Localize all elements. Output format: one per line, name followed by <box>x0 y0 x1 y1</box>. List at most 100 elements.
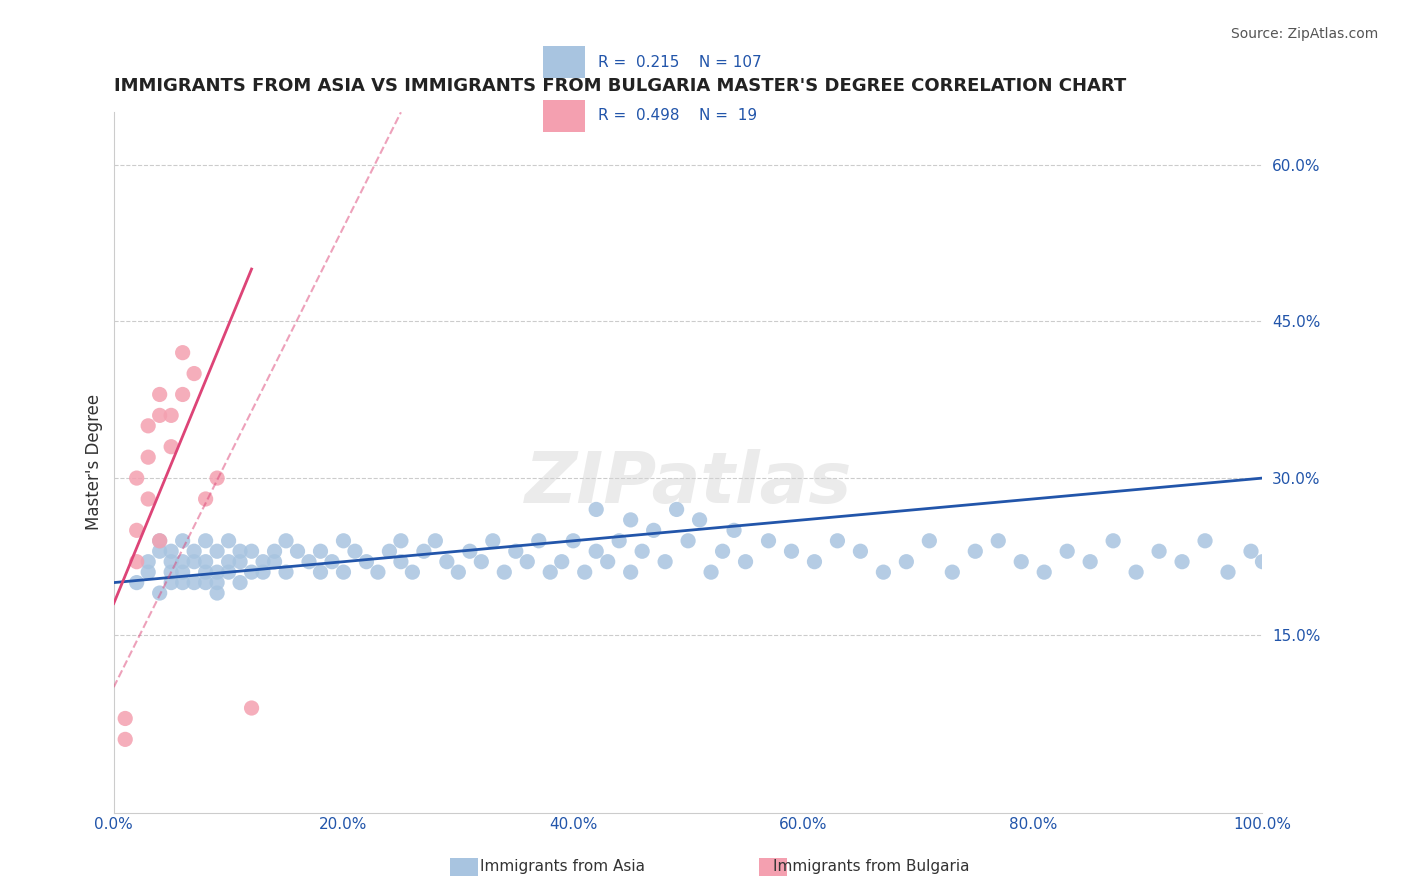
Point <box>252 555 274 569</box>
Point <box>274 565 297 579</box>
Point <box>562 533 585 548</box>
Point <box>389 555 412 569</box>
Point <box>160 565 183 579</box>
Point <box>149 533 172 548</box>
Point <box>136 565 159 579</box>
Point <box>896 555 918 569</box>
Point <box>309 544 332 558</box>
Point <box>298 555 321 569</box>
Point <box>160 555 183 569</box>
Point <box>240 701 263 715</box>
Point <box>620 513 643 527</box>
Point <box>229 575 252 590</box>
Point <box>218 555 240 569</box>
Point <box>389 533 412 548</box>
Point <box>160 575 183 590</box>
Point <box>332 565 354 579</box>
FancyBboxPatch shape <box>543 46 585 78</box>
Point <box>218 565 240 579</box>
Point <box>183 575 205 590</box>
Point <box>1147 544 1170 558</box>
Point <box>136 491 159 506</box>
Point <box>941 565 963 579</box>
Point <box>194 575 217 590</box>
Point <box>1251 555 1274 569</box>
Point <box>263 544 285 558</box>
Point <box>183 544 205 558</box>
Point <box>700 565 723 579</box>
Point <box>125 524 148 538</box>
Point <box>516 555 538 569</box>
Point <box>538 565 561 579</box>
Point <box>229 555 252 569</box>
Point <box>987 533 1010 548</box>
Point <box>240 565 263 579</box>
Point <box>194 565 217 579</box>
Point <box>827 533 849 548</box>
Point <box>401 565 423 579</box>
Point <box>965 544 987 558</box>
Point <box>194 533 217 548</box>
Point <box>918 533 941 548</box>
Point <box>447 565 470 579</box>
Point <box>551 555 574 569</box>
Point <box>574 565 596 579</box>
Text: ZIPatlas: ZIPatlas <box>524 449 852 518</box>
Point <box>172 387 194 401</box>
Point <box>172 575 194 590</box>
Point <box>758 533 780 548</box>
Point <box>689 513 711 527</box>
Point <box>252 565 274 579</box>
Point <box>470 555 492 569</box>
Point <box>1171 555 1194 569</box>
Point <box>527 533 550 548</box>
Point <box>803 555 825 569</box>
Point <box>160 409 183 423</box>
Point <box>205 586 228 600</box>
Point <box>229 544 252 558</box>
Text: Immigrants from Bulgaria: Immigrants from Bulgaria <box>773 859 970 874</box>
Point <box>194 555 217 569</box>
Text: R =  0.498    N =  19: R = 0.498 N = 19 <box>598 109 756 123</box>
Point <box>149 409 172 423</box>
Point <box>136 418 159 433</box>
Point <box>458 544 481 558</box>
Point <box>205 565 228 579</box>
Point <box>494 565 516 579</box>
Point <box>665 502 688 516</box>
Point <box>125 471 148 485</box>
Point <box>356 555 378 569</box>
Point <box>332 533 354 548</box>
Point <box>136 555 159 569</box>
Point <box>205 471 228 485</box>
Y-axis label: Master's Degree: Master's Degree <box>86 394 103 531</box>
Text: Source: ZipAtlas.com: Source: ZipAtlas.com <box>1230 27 1378 41</box>
Point <box>1033 565 1056 579</box>
Point <box>205 544 228 558</box>
Point <box>723 524 745 538</box>
Point <box>149 533 172 548</box>
FancyBboxPatch shape <box>543 100 585 132</box>
Point <box>676 533 699 548</box>
Point <box>114 732 136 747</box>
Point <box>654 555 676 569</box>
Point <box>309 565 332 579</box>
Point <box>849 544 872 558</box>
Point <box>505 544 527 558</box>
Point <box>425 533 447 548</box>
Point <box>160 544 183 558</box>
Point <box>1216 565 1239 579</box>
Point <box>287 544 309 558</box>
Point <box>1010 555 1032 569</box>
Point <box>149 586 172 600</box>
Point <box>263 555 285 569</box>
Point <box>734 555 756 569</box>
Point <box>172 565 194 579</box>
Point <box>585 502 607 516</box>
Point <box>631 544 654 558</box>
Point <box>125 575 148 590</box>
Point <box>149 544 172 558</box>
Point <box>780 544 803 558</box>
Point <box>620 565 643 579</box>
Point <box>274 533 297 548</box>
